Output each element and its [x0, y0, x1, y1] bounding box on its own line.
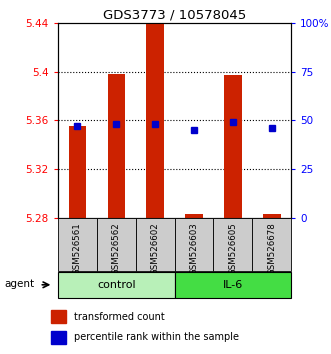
Bar [108, 74, 125, 218]
Bar [136, 218, 174, 271]
Bar [97, 218, 136, 271]
Bar [185, 214, 203, 218]
Bar [224, 75, 242, 218]
Title: GDS3773 / 10578045: GDS3773 / 10578045 [103, 9, 246, 22]
Text: transformed count: transformed count [74, 312, 165, 322]
Bar [69, 126, 86, 218]
Text: GSM526602: GSM526602 [151, 222, 160, 275]
Bar [58, 272, 175, 298]
Bar [213, 218, 252, 271]
Text: GSM526603: GSM526603 [190, 222, 199, 275]
Text: percentile rank within the sample: percentile rank within the sample [74, 332, 239, 342]
Text: GSM526678: GSM526678 [267, 222, 276, 275]
Bar [175, 218, 213, 271]
Bar [175, 272, 291, 298]
Bar [51, 331, 66, 344]
Bar [51, 310, 66, 323]
Text: agent: agent [5, 279, 35, 289]
Text: GSM526561: GSM526561 [73, 222, 82, 275]
Bar [146, 23, 164, 218]
Text: control: control [97, 280, 136, 290]
Text: GSM526605: GSM526605 [228, 222, 237, 275]
Bar [58, 218, 97, 271]
Text: GSM526562: GSM526562 [112, 222, 121, 275]
Bar [263, 214, 281, 218]
Bar [252, 218, 291, 271]
Text: IL-6: IL-6 [223, 280, 243, 290]
